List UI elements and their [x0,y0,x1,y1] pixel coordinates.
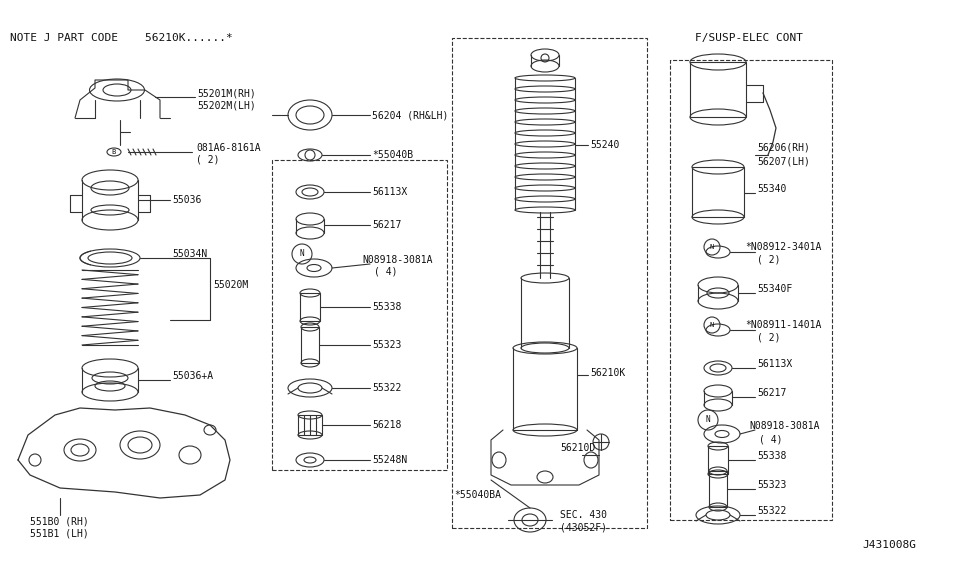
Bar [692,167,744,217]
Text: SEC. 430: SEC. 430 [560,510,607,520]
Text: 55323: 55323 [372,340,402,350]
Text: (43052F): (43052F) [560,522,607,532]
Text: 56204 (RH&LH): 56204 (RH&LH) [372,110,448,120]
Text: N08918-3081A: N08918-3081A [749,421,820,431]
Text: 55240: 55240 [590,140,619,150]
Text: 55036+A: 55036+A [172,371,214,381]
Text: 56210K: 56210K [590,368,625,378]
Text: 55201M(RH): 55201M(RH) [197,88,255,98]
Text: ( 4): ( 4) [759,435,783,445]
Bar [670,60,832,520]
Text: 55034N: 55034N [172,249,208,259]
Text: 55340: 55340 [757,184,787,194]
Text: N: N [710,322,714,328]
Text: 55322: 55322 [372,383,402,393]
Text: ( 2): ( 2) [757,255,781,265]
Text: J431008G: J431008G [862,540,916,550]
Text: N08918-3081A: N08918-3081A [362,255,433,265]
Text: 55020M: 55020M [213,280,249,290]
Text: ( 2): ( 2) [757,333,781,343]
Text: 55340F: 55340F [757,284,793,294]
Bar [298,415,322,435]
Text: 55248N: 55248N [372,455,408,465]
Bar [301,327,319,363]
Text: ( 2): ( 2) [196,155,219,165]
Bar [452,38,647,528]
Text: 56210D: 56210D [560,443,596,453]
Text: 56217: 56217 [757,388,787,398]
Text: 56206(RH): 56206(RH) [757,143,810,153]
Text: 55323: 55323 [757,480,787,490]
Bar [272,160,447,470]
Text: *55040B: *55040B [372,150,413,160]
Text: 55338: 55338 [757,451,787,461]
Bar [708,446,728,474]
Text: B: B [112,149,116,155]
Text: 081A6-8161A: 081A6-8161A [196,143,260,153]
Bar [709,471,727,507]
Text: 551B1 (LH): 551B1 (LH) [30,529,89,539]
Text: 55322: 55322 [757,506,787,516]
Text: *55040BA: *55040BA [454,490,501,500]
Text: N: N [299,250,304,259]
Text: 55338: 55338 [372,302,402,312]
Text: 551B0 (RH): 551B0 (RH) [30,517,89,527]
Text: 55036: 55036 [172,195,202,205]
Text: 56217: 56217 [372,220,402,230]
Text: *N08911-1401A: *N08911-1401A [745,320,821,330]
Text: 56207(LH): 56207(LH) [757,157,810,167]
Text: 55202M(LH): 55202M(LH) [197,100,255,110]
Text: ( 4): ( 4) [374,267,398,277]
Text: N: N [710,244,714,250]
Bar [690,62,746,117]
Text: 56113X: 56113X [757,359,793,369]
Text: 56218: 56218 [372,420,402,430]
Text: F/SUSP-ELEC CONT: F/SUSP-ELEC CONT [695,33,803,43]
Text: 56113X: 56113X [372,187,408,197]
Text: *N08912-3401A: *N08912-3401A [745,242,821,252]
Text: NOTE J PART CODE    56210K......*: NOTE J PART CODE 56210K......* [10,33,233,43]
Text: N: N [706,415,711,424]
Bar [300,293,320,321]
